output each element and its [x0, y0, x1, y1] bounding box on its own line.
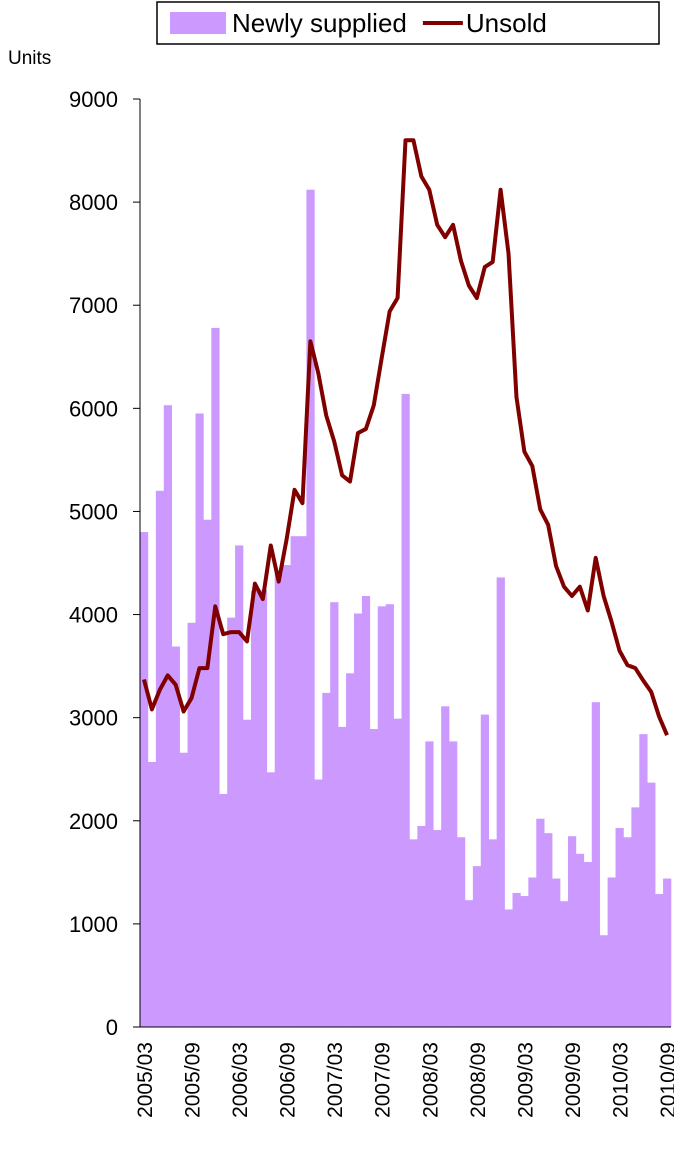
x-tick-label: 2009/09: [562, 1042, 585, 1118]
bar: [560, 901, 569, 1027]
bar: [591, 702, 600, 1027]
bar: [425, 741, 434, 1027]
y-axis-label: Units: [8, 48, 51, 69]
bar: [322, 692, 331, 1027]
y-tick-label: 9000: [69, 87, 118, 112]
line: [142, 138, 669, 736]
bar: [663, 878, 672, 1027]
x-tick-label: 2009/03: [514, 1042, 537, 1118]
x-tick-label: 2010/09: [657, 1042, 674, 1118]
x-tick-label: 2006/03: [229, 1042, 252, 1118]
y-tick-label: 0: [106, 1015, 118, 1040]
bar: [306, 189, 315, 1027]
bar: [227, 617, 236, 1027]
bar: [211, 327, 220, 1027]
bar: [528, 877, 537, 1027]
y-tick-label: 8000: [69, 190, 118, 215]
bar: [290, 536, 299, 1027]
bar: [346, 673, 355, 1027]
bar: [512, 892, 521, 1027]
bar: [472, 866, 482, 1027]
x-tick-label: 2008/03: [419, 1042, 442, 1118]
bar: [631, 807, 640, 1027]
bar: [258, 589, 268, 1027]
y-tick-label: 7000: [69, 293, 118, 318]
bar: [409, 839, 418, 1027]
bar: [607, 877, 616, 1027]
bar: [330, 602, 339, 1027]
bar: [338, 726, 347, 1027]
x-tick-label: 2005/03: [134, 1042, 157, 1118]
bar: [377, 606, 386, 1027]
bar: [480, 714, 490, 1027]
x-tick-label: 2007/03: [324, 1042, 347, 1118]
bar: [219, 793, 228, 1027]
bar: [282, 565, 291, 1027]
bar: [171, 646, 180, 1027]
bar: [298, 536, 307, 1027]
bar: [361, 595, 371, 1027]
bar: [353, 613, 363, 1027]
bar: [163, 405, 173, 1027]
y-tick-label: 4000: [69, 603, 118, 628]
bar: [369, 729, 379, 1027]
bar: [401, 393, 410, 1027]
x-tick-label: 2007/09: [372, 1042, 395, 1118]
bar: [274, 573, 283, 1027]
x-tick-label: 2005/09: [182, 1042, 205, 1118]
legend-swatch: [170, 12, 226, 34]
legend-box: [156, 1, 660, 45]
bar: [155, 490, 165, 1027]
y-tick-label: 1000: [69, 912, 118, 937]
bar: [583, 862, 593, 1027]
bar: [647, 782, 656, 1027]
bar: [195, 413, 204, 1027]
bar: [250, 590, 260, 1027]
bar: [464, 900, 474, 1027]
bar: [575, 853, 585, 1027]
bar: [147, 762, 157, 1027]
bar: [552, 878, 561, 1027]
bar: [623, 837, 632, 1027]
bar: [449, 741, 458, 1027]
bar: [243, 719, 252, 1027]
y-tick-label: 5000: [69, 499, 118, 524]
bar: [655, 893, 664, 1027]
bar: [179, 752, 188, 1027]
bar: [266, 772, 276, 1027]
bar: [441, 706, 450, 1027]
bar: [433, 830, 442, 1027]
bar: [567, 836, 577, 1027]
x-tick-label: 2010/03: [609, 1042, 632, 1118]
bar: [504, 909, 513, 1027]
bar: [599, 935, 608, 1027]
bar: [639, 734, 648, 1027]
x-tick-label: 2006/09: [277, 1042, 300, 1118]
bar: [457, 837, 466, 1027]
legend-label: Newly supplied: [232, 8, 407, 38]
legend-label: Unsold: [466, 8, 547, 38]
bar: [496, 577, 505, 1027]
bar: [536, 818, 545, 1027]
bar: [615, 827, 624, 1027]
y-tick-label: 3000: [69, 706, 118, 731]
bar: [187, 622, 196, 1027]
bar: [417, 825, 426, 1027]
bar: [203, 519, 212, 1027]
x-tick-label: 2008/09: [467, 1042, 490, 1118]
bar: [314, 779, 323, 1027]
bar: [393, 718, 402, 1027]
bar: [544, 833, 553, 1027]
y-tick-label: 6000: [69, 396, 118, 421]
bar: [140, 532, 149, 1027]
bar: [488, 839, 497, 1027]
y-tick-label: 2000: [69, 809, 118, 834]
bar: [235, 545, 244, 1027]
bar: [385, 604, 394, 1027]
bar: [520, 896, 529, 1027]
